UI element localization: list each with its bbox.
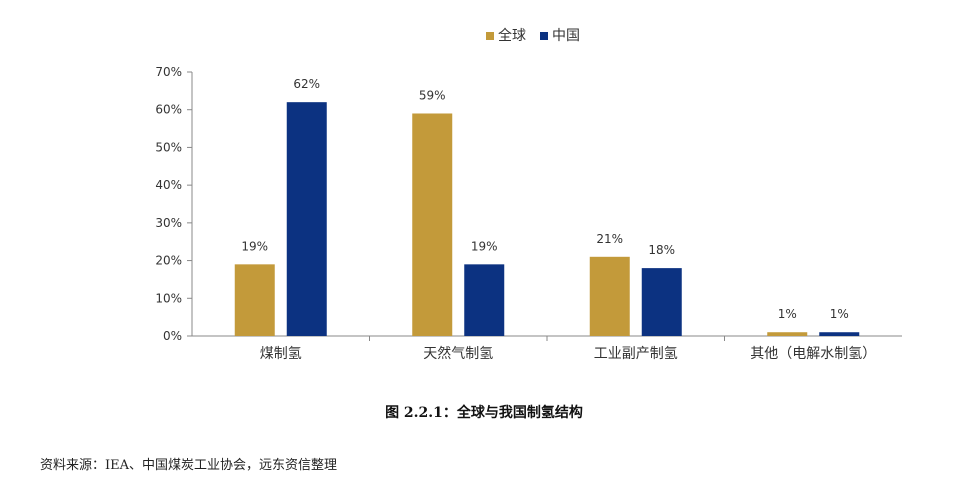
data-label: 18% bbox=[648, 243, 675, 257]
y-tick-label: 40% bbox=[155, 178, 182, 192]
legend-entry: 全球 bbox=[498, 27, 526, 44]
x-tick-label: 天然气制氢 bbox=[423, 345, 493, 362]
y-tick-label: 60% bbox=[155, 103, 182, 117]
legend-entry: 中国 bbox=[552, 28, 580, 44]
y-tick-label: 70% bbox=[155, 65, 182, 79]
source-note: 资料来源：IEA、中国煤炭工业协会，远东资信整理 bbox=[40, 458, 338, 473]
data-label: 21% bbox=[596, 232, 623, 246]
y-tick-label: 0% bbox=[163, 329, 182, 343]
x-tick-label: 煤制氢 bbox=[260, 346, 302, 362]
legend-swatch bbox=[540, 32, 548, 40]
data-label: 19% bbox=[241, 239, 268, 253]
y-tick-label: 30% bbox=[155, 216, 182, 230]
bar bbox=[767, 332, 808, 336]
legend-swatch bbox=[486, 32, 494, 40]
bar bbox=[589, 256, 630, 336]
y-tick-label: 10% bbox=[155, 291, 182, 305]
bar bbox=[641, 268, 682, 336]
bar bbox=[234, 264, 275, 336]
data-label: 1% bbox=[830, 307, 849, 321]
bar bbox=[819, 332, 860, 336]
bar bbox=[412, 113, 453, 336]
y-tick-label: 20% bbox=[155, 254, 182, 268]
bar-chart: 0% 10% 20% 30% 40% 50% 60% 70% 煤制氢 19% 62% 天然气制氢 59%… bbox=[155, 27, 902, 362]
data-label: 1% bbox=[778, 307, 797, 321]
bar bbox=[286, 102, 327, 337]
x-tick-label: 其他（电解水制氢） bbox=[750, 346, 876, 362]
y-tick-label: 50% bbox=[155, 140, 182, 154]
figure-caption: 图 2.2.1：全球与我国制氢结构 bbox=[385, 405, 583, 421]
x-tick-label: 工业副产制氢 bbox=[594, 346, 678, 362]
data-label: 62% bbox=[293, 77, 320, 91]
bar bbox=[464, 264, 505, 336]
data-label: 19% bbox=[471, 239, 498, 253]
data-label: 59% bbox=[419, 88, 446, 102]
